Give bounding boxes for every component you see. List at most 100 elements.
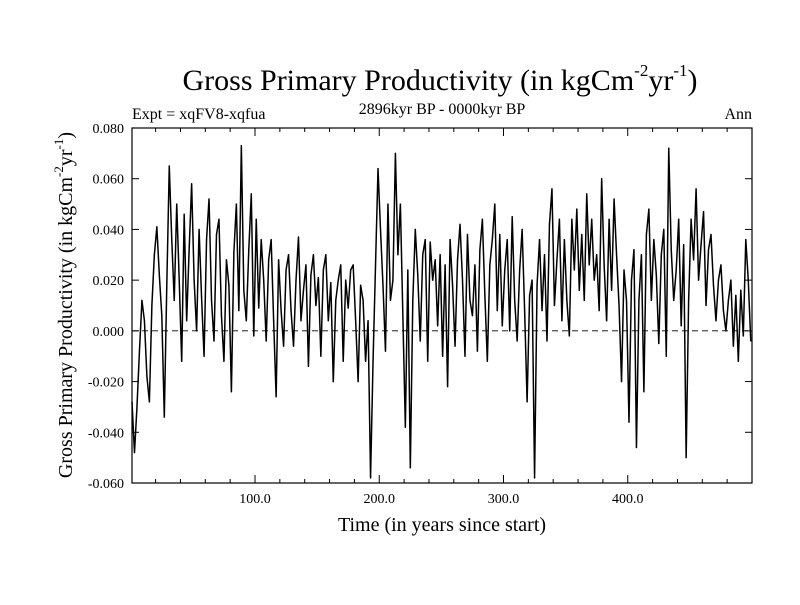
data-point [305, 264, 307, 266]
data-point [260, 238, 262, 241]
data-point [325, 254, 327, 256]
data-point [737, 360, 739, 362]
data-point [347, 307, 349, 309]
data-point [653, 238, 655, 241]
data-point [210, 299, 213, 302]
data-point [655, 274, 657, 276]
data-point [593, 279, 595, 281]
data-point [205, 238, 208, 241]
data-point [382, 284, 384, 286]
data-point [705, 304, 707, 307]
data-point [548, 223, 551, 225]
data-point [489, 264, 491, 266]
data-point [700, 244, 702, 246]
data-point [668, 147, 670, 149]
data-point [717, 279, 720, 281]
data-point [389, 299, 392, 302]
data-point [439, 254, 441, 256]
data-point [213, 340, 215, 342]
data-point [287, 254, 290, 256]
data-point [136, 406, 138, 408]
data-point [203, 355, 205, 357]
data-point [173, 299, 175, 302]
data-point [340, 264, 342, 266]
data-point [695, 188, 697, 190]
data-point [275, 396, 277, 398]
gpp-series-line [131, 145, 752, 479]
data-point [444, 264, 446, 266]
data-point [434, 259, 436, 261]
data-point [248, 249, 250, 251]
data-point [342, 360, 344, 362]
data-point [613, 198, 615, 200]
data-point [645, 233, 647, 236]
data-point [635, 446, 638, 449]
data-point [601, 178, 603, 180]
data-point [511, 216, 513, 218]
x-axis: 100.0 200.0 300.0 400.0 [155, 128, 728, 507]
data-point [200, 297, 203, 299]
data-point [648, 208, 650, 210]
data-point [208, 198, 210, 200]
data-point [355, 320, 357, 322]
data-point [183, 213, 185, 215]
data-point [481, 218, 483, 220]
data-point [407, 269, 409, 271]
data-point [471, 315, 474, 317]
data-point [285, 269, 287, 271]
data-point [702, 211, 705, 213]
x-axis-label: Time (in years since start) [338, 514, 546, 536]
data-point [578, 289, 580, 291]
data-point [504, 269, 506, 271]
data-point [675, 269, 677, 271]
data-point [345, 279, 347, 281]
data-point [357, 380, 359, 383]
data-point [369, 477, 372, 479]
data-point [526, 401, 528, 403]
data-point [163, 416, 165, 418]
data-point [496, 309, 498, 312]
data-point [710, 233, 712, 236]
data-point [476, 350, 479, 352]
data-point [278, 259, 280, 261]
y-tick-label: 0.080 [93, 122, 125, 137]
y-tick-label: 0.020 [93, 274, 125, 289]
data-point [280, 309, 282, 312]
data-point [240, 145, 242, 147]
data-point [181, 360, 183, 362]
data-point [678, 218, 680, 220]
data-point [295, 279, 297, 281]
data-point [225, 259, 228, 261]
season-label: Ann [724, 106, 752, 123]
data-point [282, 345, 285, 347]
data-point [394, 152, 397, 154]
data-point [451, 284, 454, 286]
data-point [292, 345, 295, 347]
data-point [670, 249, 672, 251]
data-point [725, 330, 727, 332]
data-point [243, 289, 245, 291]
data-point [417, 274, 419, 276]
data-point [747, 279, 749, 281]
data-point [615, 254, 618, 256]
data-point [312, 254, 314, 256]
data-point [454, 345, 456, 347]
data-point [446, 386, 449, 388]
data-point [638, 299, 640, 302]
y-axis-label: Gross Primary Productivity (in kgCm-2yr-… [51, 132, 77, 478]
data-point [494, 203, 496, 205]
data-point [270, 238, 272, 241]
data-point [474, 264, 476, 266]
data-point [422, 254, 424, 256]
data-point [563, 238, 565, 241]
data-point [362, 299, 364, 302]
data-point [350, 269, 352, 271]
data-point [735, 294, 737, 296]
data-point [367, 320, 369, 322]
data-point [392, 279, 394, 281]
data-point [722, 309, 725, 312]
y-tick-label: 0.060 [93, 173, 125, 188]
data-point [429, 241, 431, 243]
data-point [255, 218, 257, 220]
data-point [300, 320, 302, 322]
